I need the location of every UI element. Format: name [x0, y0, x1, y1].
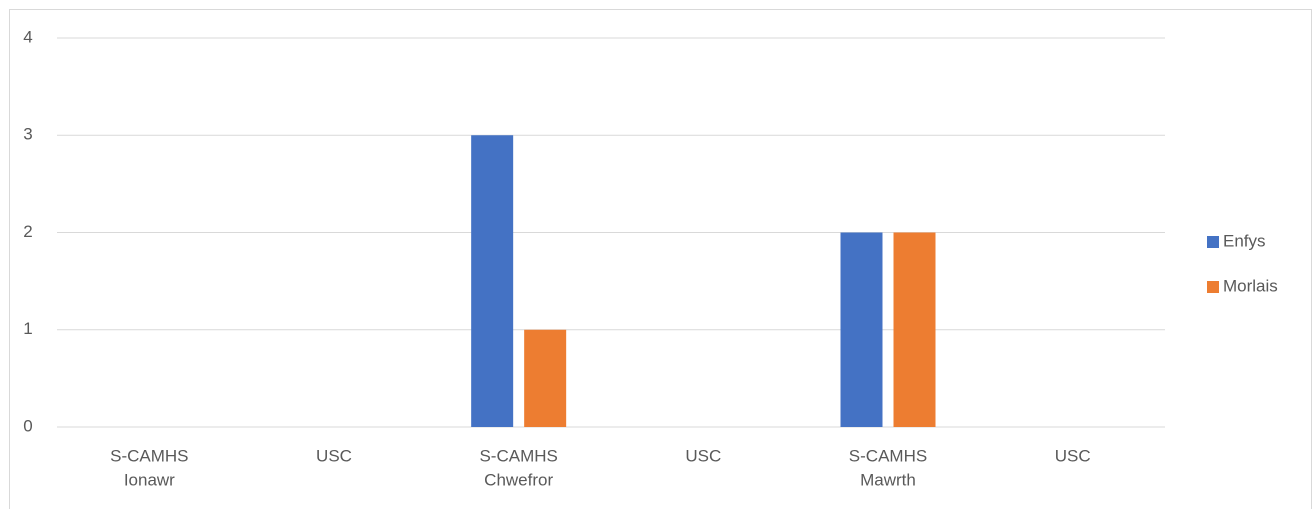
chart-border [9, 9, 1312, 509]
bar [840, 232, 883, 427]
legend-swatch [1207, 281, 1219, 293]
legend-swatch [1207, 236, 1219, 248]
y-tick-label: 0 [23, 416, 32, 435]
bar [524, 329, 567, 427]
legend-label: Enfys [1223, 231, 1266, 250]
x-tick-label: USC [685, 446, 721, 465]
y-tick-label: 1 [23, 319, 32, 338]
y-tick-label: 3 [23, 125, 32, 144]
x-tick-label: Ionawr [124, 470, 175, 489]
x-tick-label: Mawrth [860, 470, 916, 489]
x-tick-label: S-CAMHS [849, 446, 927, 465]
legend-label: Morlais [1223, 276, 1278, 295]
y-tick-label: 4 [23, 27, 32, 46]
y-tick-label: 2 [23, 222, 32, 241]
x-tick-label: S-CAMHS [479, 446, 557, 465]
bar [471, 135, 514, 427]
x-tick-label: USC [1055, 446, 1091, 465]
x-tick-label: Chwefror [484, 470, 553, 489]
x-tick-label: S-CAMHS [110, 446, 188, 465]
bar [893, 232, 936, 427]
x-tick-label: USC [316, 446, 352, 465]
